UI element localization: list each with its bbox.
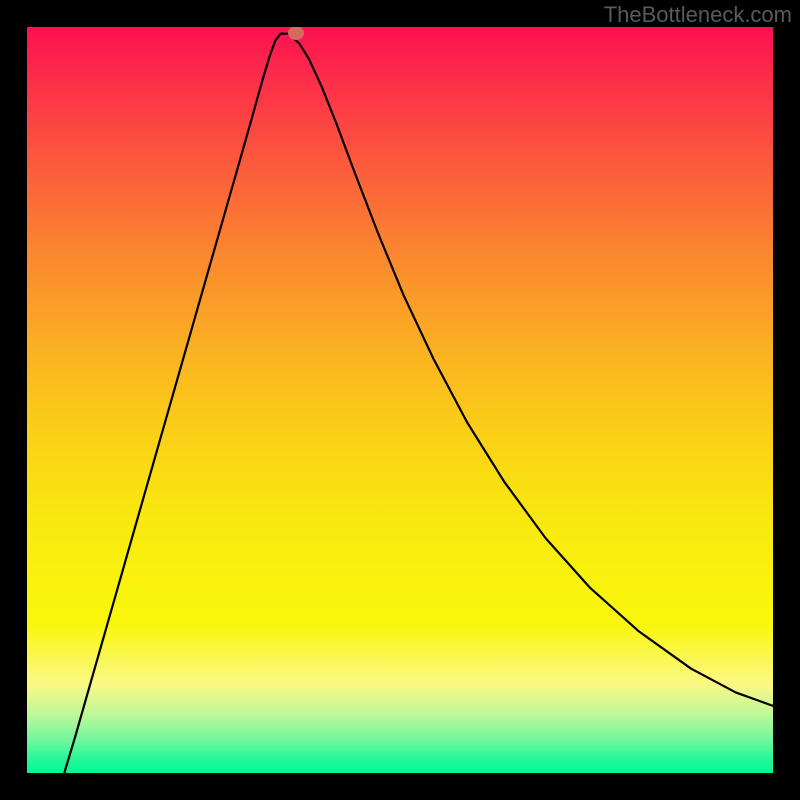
bottleneck-curve bbox=[27, 27, 773, 773]
watermark-text: TheBottleneck.com bbox=[604, 2, 792, 28]
chart-plot-area bbox=[27, 27, 773, 773]
